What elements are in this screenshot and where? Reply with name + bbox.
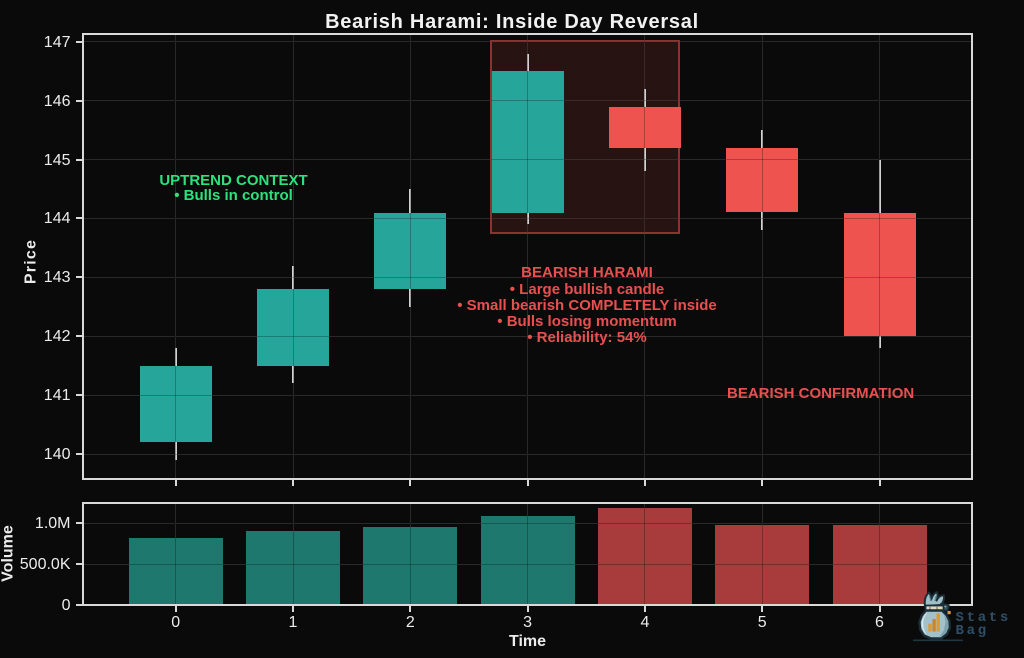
svg-text:Stats: Stats: [956, 610, 1012, 626]
svg-text:Bag: Bag: [956, 623, 989, 639]
